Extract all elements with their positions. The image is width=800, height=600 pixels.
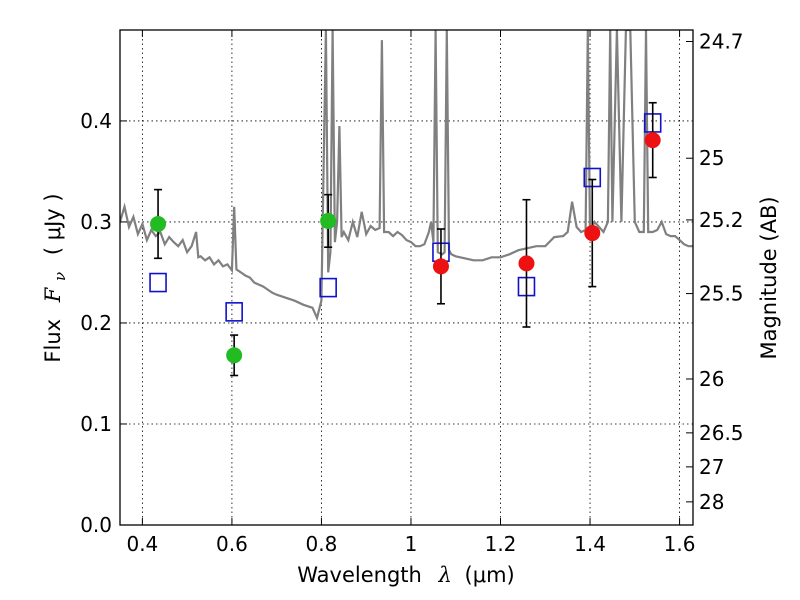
model-spectrum-line xyxy=(120,30,693,322)
y-axis-label-subscript: ν xyxy=(51,272,69,281)
x-axis-label-main: Wavelength xyxy=(297,563,422,587)
x-tick-label: 1.2 xyxy=(485,532,517,556)
model-photometry-square xyxy=(149,272,167,293)
axis-ticks: 0.4 0.6 0.8 1 1.2 1.4 1.6 0.0 0.1 0.2 0.3 0.4 24.7 25… xyxy=(80,29,743,556)
grid-lines xyxy=(120,30,693,526)
x-tick-label: 0.4 xyxy=(126,532,158,556)
x-tick-label: 0.8 xyxy=(306,532,338,556)
mag-tick-label: 25.2 xyxy=(699,208,744,232)
mag-tick-label: 25 xyxy=(699,146,724,170)
x-axis-label: Wavelength λ (μm) xyxy=(297,563,514,587)
nir-data-point xyxy=(584,225,601,242)
nir-data-point xyxy=(644,132,661,149)
x-axis-label-unit: (μm) xyxy=(465,563,515,587)
mag-tick-label: 24.7 xyxy=(699,29,744,53)
mag-tick-label: 25.5 xyxy=(699,282,744,306)
x-tick-label: 1 xyxy=(405,532,418,556)
plot-frame xyxy=(119,29,694,526)
y-axis-label: Flux F ν ( μJy ) xyxy=(41,193,70,362)
y-axis-label-symbol: F xyxy=(41,286,65,303)
optical-data-point xyxy=(150,215,167,232)
nir-data-point xyxy=(432,258,449,275)
y-tick-label: 0.4 xyxy=(80,109,112,133)
x-tick-label: 0.6 xyxy=(216,532,248,556)
model-spectrum-layer xyxy=(120,30,693,322)
x-tick-label: 1.4 xyxy=(574,532,606,556)
y2-axis-label: Magnitude (AB) xyxy=(757,196,781,359)
mag-tick-label: 28 xyxy=(699,490,724,514)
y-axis-label-main: Flux xyxy=(41,319,65,363)
mag-tick-label: 27 xyxy=(699,455,724,479)
y-tick-label: 0.3 xyxy=(80,210,112,234)
mag-tick-label: 26 xyxy=(699,367,724,391)
y-axis-label-unit: ( μJy ) xyxy=(41,193,65,255)
y-tick-label: 0.1 xyxy=(80,412,112,436)
mag-tick-label: 26.5 xyxy=(699,421,744,445)
photometry-layer xyxy=(149,101,662,377)
y-tick-label: 0.0 xyxy=(80,513,112,537)
y-tick-label: 0.2 xyxy=(80,311,112,335)
model-photometry-square xyxy=(225,302,243,322)
optical-data-point xyxy=(320,212,337,229)
x-axis-label-symbol: λ xyxy=(438,563,452,587)
optical-data-point xyxy=(226,347,243,364)
model-photometry-square xyxy=(319,277,337,298)
nir-data-point xyxy=(518,255,535,272)
x-tick-label: 1.6 xyxy=(664,532,696,556)
